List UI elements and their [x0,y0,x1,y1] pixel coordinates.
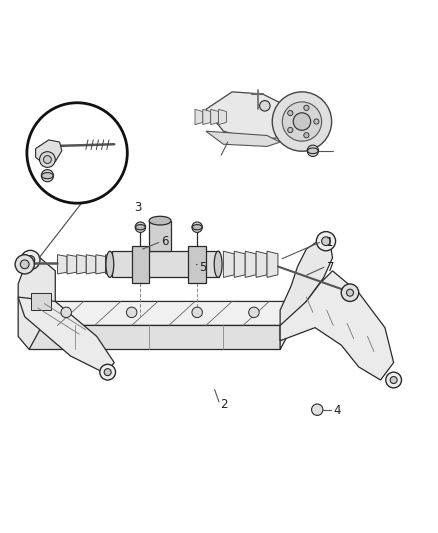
Circle shape [20,260,29,269]
Circle shape [26,256,35,264]
Polygon shape [245,251,256,277]
Polygon shape [280,271,394,380]
Ellipse shape [214,251,222,277]
Ellipse shape [106,251,114,277]
Text: 5: 5 [199,261,207,274]
Circle shape [311,404,323,415]
Text: 4: 4 [333,404,341,417]
Circle shape [15,255,34,274]
Ellipse shape [149,216,171,225]
Circle shape [27,103,127,203]
Polygon shape [77,255,86,274]
Circle shape [249,307,259,318]
Polygon shape [223,251,234,277]
Polygon shape [31,293,51,310]
Circle shape [61,307,71,318]
Ellipse shape [42,173,53,179]
Polygon shape [57,255,67,274]
Circle shape [104,369,111,376]
Circle shape [43,156,51,164]
Polygon shape [234,251,245,277]
Circle shape [390,376,397,384]
Circle shape [272,92,332,151]
Circle shape [127,307,137,318]
Circle shape [304,133,309,138]
Circle shape [304,105,309,110]
Text: 7: 7 [327,261,335,274]
Circle shape [293,113,311,130]
Polygon shape [112,251,219,277]
Polygon shape [256,251,267,277]
Polygon shape [188,246,206,282]
Circle shape [288,110,293,116]
Polygon shape [86,255,96,274]
Polygon shape [35,140,62,163]
Text: 6: 6 [161,235,169,248]
Text: 3: 3 [134,201,141,214]
Circle shape [316,231,336,251]
Polygon shape [195,109,203,125]
Circle shape [100,364,116,380]
Polygon shape [106,255,115,274]
Text: 1: 1 [326,236,333,249]
Polygon shape [206,131,280,147]
Ellipse shape [192,224,202,230]
Polygon shape [280,240,332,350]
Circle shape [135,222,146,232]
Circle shape [39,152,55,167]
Polygon shape [149,221,171,251]
Circle shape [346,289,353,296]
Circle shape [283,102,321,141]
Circle shape [260,101,270,111]
Polygon shape [219,109,226,125]
Circle shape [321,237,330,246]
Circle shape [41,169,53,182]
Polygon shape [18,258,55,350]
Circle shape [192,307,202,318]
Ellipse shape [136,224,145,230]
Polygon shape [211,109,219,125]
Polygon shape [132,246,149,282]
Polygon shape [203,109,211,125]
Circle shape [386,372,402,388]
Circle shape [21,251,40,270]
Polygon shape [29,302,306,326]
Polygon shape [18,297,114,374]
Circle shape [288,127,293,133]
Ellipse shape [307,148,318,154]
Polygon shape [96,255,106,274]
Circle shape [314,119,319,124]
Polygon shape [267,251,278,277]
Circle shape [341,284,359,302]
Circle shape [192,222,202,232]
Polygon shape [29,326,280,350]
Polygon shape [206,92,289,140]
Text: 2: 2 [220,398,227,411]
Circle shape [307,145,318,157]
Polygon shape [67,255,77,274]
